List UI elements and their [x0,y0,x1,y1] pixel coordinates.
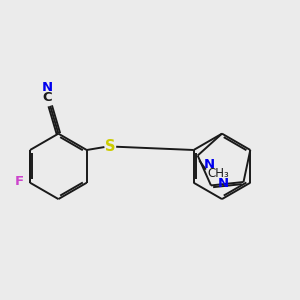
Text: S: S [105,139,116,154]
Text: N: N [218,177,229,190]
Text: N: N [41,81,52,94]
Text: F: F [14,175,23,188]
Text: N: N [204,158,215,171]
Text: C: C [42,91,52,104]
Text: CH₃: CH₃ [208,167,229,180]
